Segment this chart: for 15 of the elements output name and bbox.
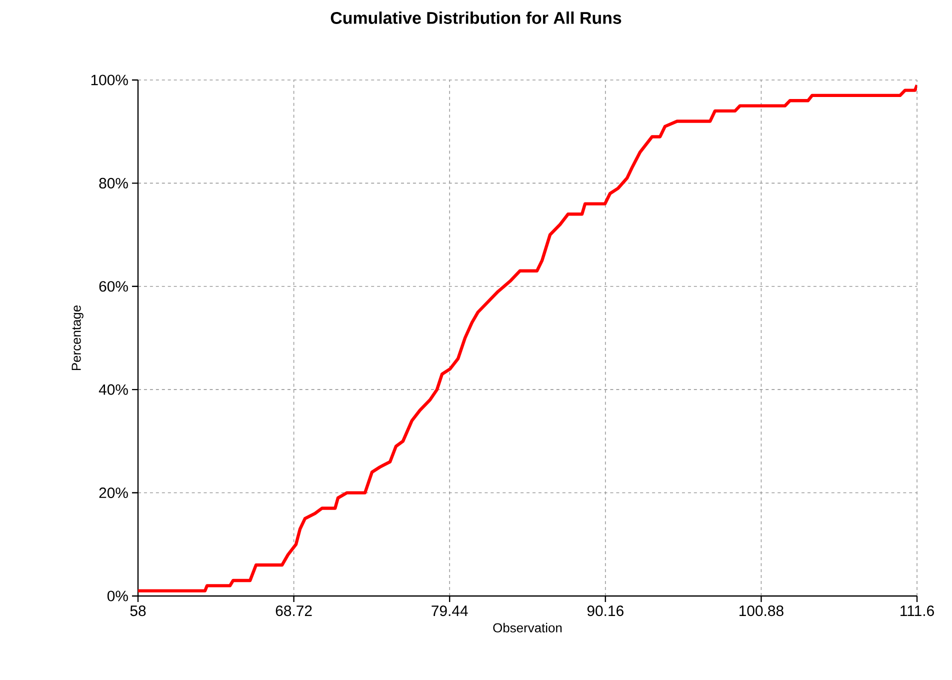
x-tick-label: 68.72 [276,606,312,616]
y-tick-label: 60% [99,281,128,292]
chart-title: Cumulative Distribution for All Runs [330,12,622,24]
y-tick-label: 40% [98,384,128,395]
x-axis-title: Observation [493,622,562,632]
x-tick-label: 111.6 [900,606,934,616]
y-tick-label: 0% [107,590,128,602]
y-tick-label: 20% [99,487,128,498]
x-tick-label: 100.88 [740,606,784,616]
x-tick-label: 58 [130,606,146,616]
y-tick-label: 80% [99,178,128,188]
x-tick-label: 90.16 [587,606,624,616]
y-tick-label: 100% [91,74,128,86]
x-tick-label: 79.44 [432,606,468,616]
y-axis-title: Percentage [72,305,84,370]
